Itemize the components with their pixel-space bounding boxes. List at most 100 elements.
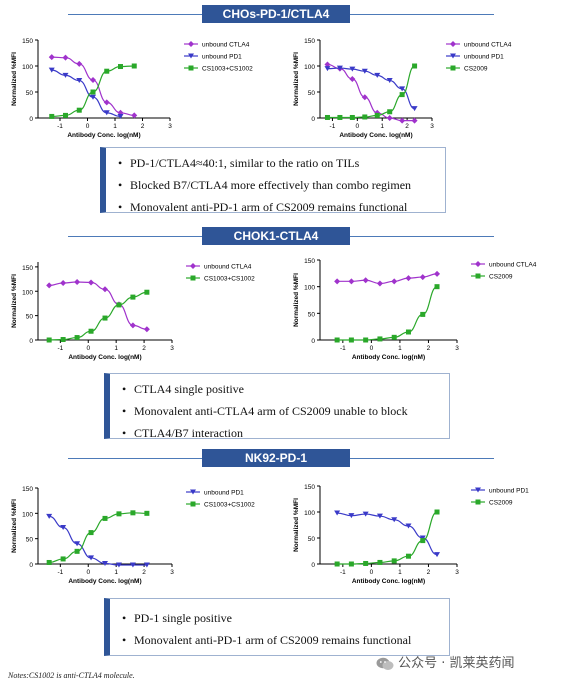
- x-tick-label: 1: [380, 123, 384, 130]
- data-point: [411, 117, 418, 124]
- note-item: Monovalent anti-PD-1 arm of CS2009 remai…: [116, 196, 435, 218]
- data-point: [62, 72, 69, 78]
- chart-nk92-cs2009: 0 50 100 150 -1 0 1 2 3 Antibody Conc. log(nM) Nor…: [293, 484, 529, 585]
- x-tick-label: -1: [57, 345, 63, 352]
- data-point: [60, 525, 67, 531]
- y-tick-label: 50: [26, 90, 34, 97]
- data-point: [405, 275, 412, 282]
- data-point: [143, 326, 150, 333]
- data-point: [104, 68, 110, 74]
- data-point: [46, 282, 53, 289]
- data-point: [88, 555, 95, 561]
- section-banner-3: NK92-PD-1: [0, 449, 567, 467]
- data-point: [144, 289, 150, 295]
- x-tick-label: 3: [455, 345, 459, 352]
- data-point: [334, 278, 341, 285]
- series-cs1003-cs1002: [49, 63, 137, 119]
- data-point: [131, 63, 137, 69]
- legend-label: unbound PD1: [202, 54, 242, 61]
- data-point: [387, 109, 393, 115]
- legend-label: unbound CTLA4: [204, 264, 252, 271]
- data-point: [144, 510, 150, 516]
- data-point: [391, 517, 398, 523]
- data-point: [349, 114, 355, 120]
- x-tick-label: 0: [356, 123, 360, 130]
- data-point: [63, 112, 68, 118]
- data-point: [116, 511, 122, 517]
- legend-label: CS2009: [464, 66, 488, 73]
- data-point: [190, 275, 196, 281]
- y-tick-label: 0: [29, 562, 33, 569]
- x-tick-label: 3: [170, 345, 174, 352]
- data-point: [475, 273, 481, 279]
- y-axis-label: Normalized %MFI: [11, 52, 18, 106]
- data-point: [419, 274, 426, 281]
- data-point: [74, 548, 80, 554]
- data-point: [74, 541, 81, 547]
- y-tick-label: 150: [304, 484, 315, 491]
- data-point: [324, 114, 330, 120]
- y-axis-label: Normalized %MFI: [11, 499, 18, 553]
- legend-label: CS2009: [489, 274, 513, 281]
- data-point: [376, 280, 383, 287]
- x-tick-label: 2: [405, 123, 409, 130]
- x-axis-label: Antibody Conc. log(nM): [67, 132, 140, 139]
- x-tick-label: 1: [113, 123, 117, 130]
- data-point: [434, 509, 440, 515]
- y-tick-label: 50: [308, 90, 316, 97]
- data-point: [450, 53, 456, 59]
- note-item: PD-1 single positive: [120, 607, 439, 629]
- data-point: [190, 501, 196, 507]
- y-axis-label: Normalized %MFI: [11, 274, 18, 328]
- y-tick-label: 150: [304, 258, 315, 265]
- section-title: CHOK1-CTLA4: [202, 227, 350, 245]
- watermark-text: 公众号 · 凯莱英药闻: [398, 656, 515, 671]
- data-point: [334, 337, 340, 343]
- data-point: [434, 284, 440, 290]
- data-point: [434, 270, 441, 277]
- x-tick-label: 3: [170, 569, 174, 576]
- data-point: [46, 559, 52, 565]
- data-point: [76, 78, 83, 84]
- data-point: [391, 278, 398, 285]
- data-point: [190, 489, 196, 495]
- data-point: [348, 337, 354, 343]
- data-point: [419, 535, 426, 541]
- series-cs1003-cs1002: [46, 289, 150, 343]
- note-item: CTLA4 single positive: [120, 378, 439, 400]
- data-point: [102, 560, 108, 566]
- footer-note: Notes:CS1002 is anti-CTLA4 molecule.: [8, 671, 135, 680]
- series-line: [49, 515, 147, 566]
- section-banner-2: CHOK1-CTLA4: [0, 227, 567, 245]
- data-point: [76, 107, 82, 113]
- y-tick-label: 50: [26, 537, 34, 544]
- data-point: [116, 302, 122, 308]
- data-point: [49, 113, 55, 119]
- legend-label: CS1003+CS1002: [204, 502, 255, 509]
- data-point: [377, 336, 383, 342]
- data-point: [374, 72, 381, 78]
- data-point: [377, 559, 383, 565]
- data-point: [48, 54, 55, 61]
- series-unbound-pd1: [46, 513, 150, 568]
- y-tick-label: 0: [311, 338, 315, 345]
- banner-rule-right: [350, 14, 494, 15]
- data-point: [90, 89, 96, 95]
- y-tick-label: 100: [22, 289, 33, 296]
- x-tick-label: 2: [142, 345, 146, 352]
- data-point: [399, 117, 406, 124]
- data-point: [48, 67, 55, 73]
- x-tick-label: 1: [114, 569, 118, 576]
- data-point: [117, 113, 124, 119]
- note-item-continued: CTLA4/B7 interaction: [120, 422, 439, 444]
- wechat-logo-icon: [376, 657, 394, 671]
- series-unbound-pd1: [324, 65, 418, 112]
- legend-label: unbound PD1: [464, 54, 504, 61]
- y-tick-label: 100: [22, 511, 33, 518]
- data-point: [324, 61, 331, 68]
- chart-chok1-combo: 0 50 100 150 -1 0 1 2 3 Antibody Conc. log(nM) Nor…: [11, 262, 255, 361]
- note-item: Blocked B7/CTLA4 more effectively than c…: [116, 174, 435, 196]
- data-point: [88, 328, 94, 334]
- data-point: [129, 562, 136, 568]
- y-tick-label: 0: [29, 116, 33, 123]
